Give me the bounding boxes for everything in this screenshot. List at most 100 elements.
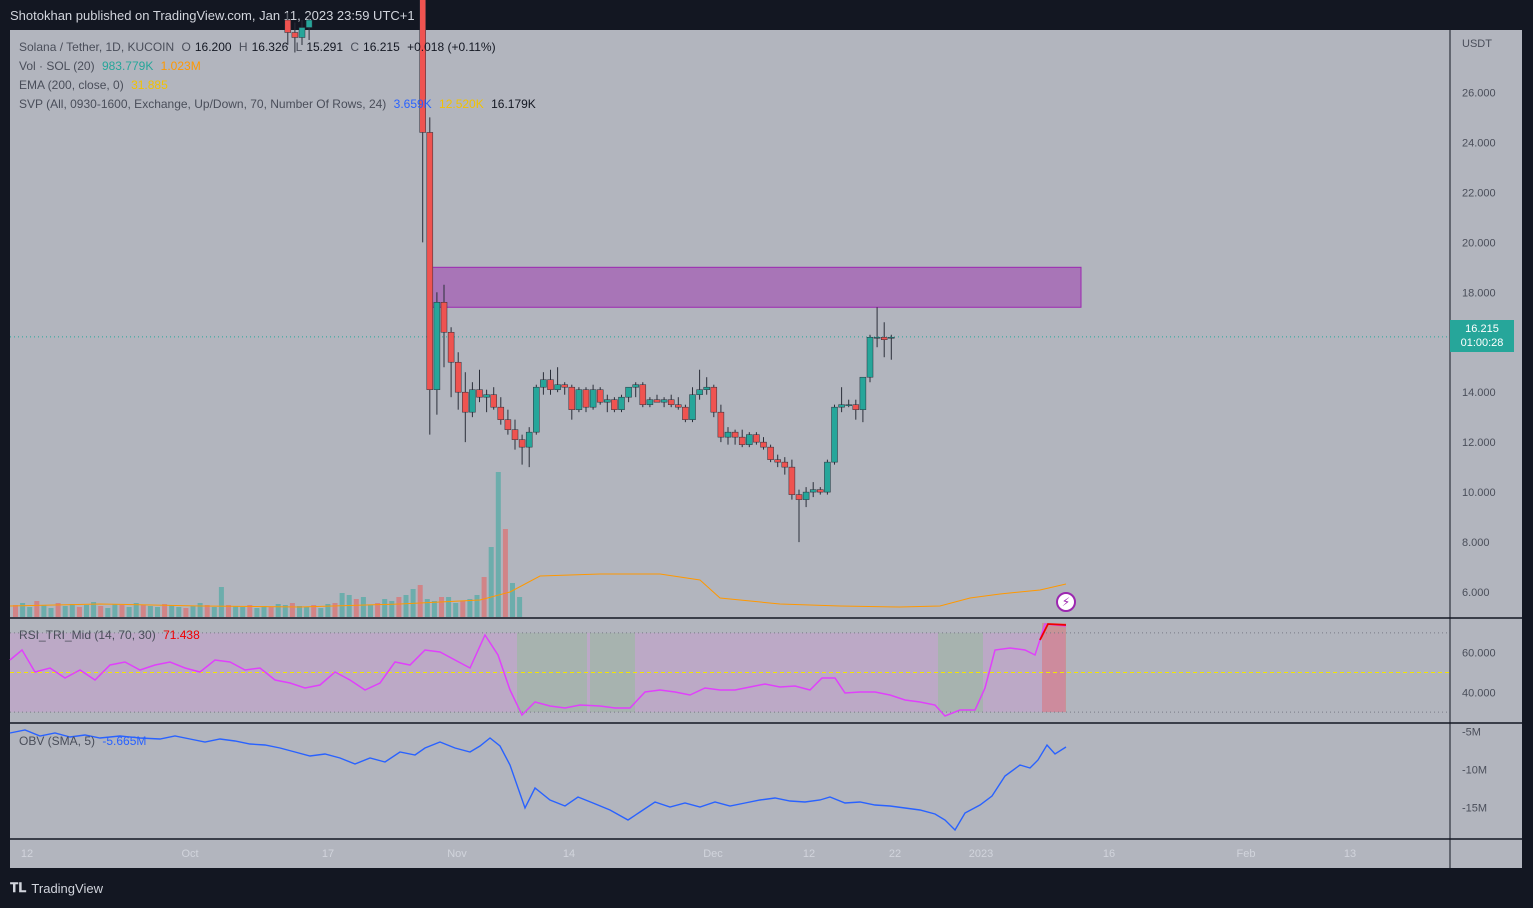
volume-bar xyxy=(240,607,246,617)
volume-bar xyxy=(261,606,267,617)
candle-body xyxy=(667,399,675,405)
chart-area[interactable] xyxy=(10,30,1522,868)
legend-svp-total: 16.179K xyxy=(491,97,536,111)
candle-body xyxy=(639,384,647,405)
volume-bar xyxy=(84,605,89,617)
candle-body xyxy=(589,389,597,408)
volume-bar xyxy=(247,605,253,617)
legend-symbol[interactable]: Solana / Tether, 1D, KUCOIN xyxy=(19,40,175,54)
obv-tick-label: -15M xyxy=(1462,803,1487,815)
time-tick-label: 22 xyxy=(889,848,901,860)
candle-body xyxy=(774,459,781,463)
volume-bar xyxy=(382,599,388,617)
time-tick-label: Oct xyxy=(181,848,198,860)
volume-bar xyxy=(204,605,210,617)
volume-bar xyxy=(311,605,317,617)
candle-body xyxy=(454,361,462,393)
candle-body xyxy=(504,419,512,430)
candle-body xyxy=(582,389,590,408)
volume-bar xyxy=(140,605,146,617)
price-tick-label: 18.000 xyxy=(1462,287,1496,299)
candle-body xyxy=(831,406,838,463)
price-axis-currency: USDT xyxy=(1462,38,1492,50)
volume-bar xyxy=(453,603,459,617)
candle-body xyxy=(618,396,625,410)
volume-bar xyxy=(318,608,324,617)
volume-bar xyxy=(467,599,473,617)
volume-bar xyxy=(62,606,68,617)
time-tick-label: 14 xyxy=(563,848,575,860)
volume-bar xyxy=(368,605,373,617)
volume-bar xyxy=(488,547,494,617)
legend-obv-label[interactable]: OBV (SMA, 5) xyxy=(19,734,96,748)
legend-svp-label[interactable]: SVP (All, 0930-1600, Exchange, Up/Down, … xyxy=(19,97,387,111)
candle-body xyxy=(291,32,299,38)
volume-bar xyxy=(403,595,409,617)
candle-body xyxy=(724,431,732,438)
candle-body xyxy=(767,446,774,460)
volume-bar xyxy=(396,597,402,617)
legend-obv: OBV (SMA, 5) -5.665M xyxy=(19,734,150,748)
candle-body xyxy=(859,376,867,410)
rsi-overbought-line xyxy=(1039,623,1067,641)
rsi-overbought-zone xyxy=(1042,622,1066,713)
lightning-icon[interactable]: ⚡ xyxy=(1056,592,1076,612)
volume-bar xyxy=(69,604,75,617)
volume-bar xyxy=(126,607,132,617)
volume-bar xyxy=(325,604,331,617)
candle-body xyxy=(632,384,639,388)
candle-body xyxy=(547,379,554,390)
candle-body xyxy=(525,431,533,448)
time-tick-label: 12 xyxy=(21,848,33,860)
volume-bar xyxy=(147,606,153,617)
candle-body xyxy=(646,399,654,405)
time-tick-label: 2023 xyxy=(969,848,993,860)
candle-body xyxy=(447,331,455,363)
candle-body xyxy=(802,491,810,500)
legend-c-value: 16.215 xyxy=(363,40,400,54)
candle-body xyxy=(880,336,888,340)
candle-body xyxy=(511,429,519,440)
volume-bar xyxy=(162,604,168,617)
publisher-line: Shotokhan published on TradingView.com, … xyxy=(10,8,415,23)
candle-body xyxy=(682,406,689,420)
time-tick-label: 12 xyxy=(803,848,815,860)
legend-l-label: L xyxy=(295,40,303,54)
bar-countdown: 01:00:28 xyxy=(1460,337,1504,349)
legend-ema-label[interactable]: EMA (200, close, 0) xyxy=(19,78,124,92)
candle-body xyxy=(540,379,547,388)
legend-volume: Vol · SOL (20) 983.779K 1.023M xyxy=(19,59,205,73)
volume-bar xyxy=(375,603,381,617)
time-tick-label: Feb xyxy=(1237,848,1256,860)
volume-bar xyxy=(119,605,125,617)
footer-brand[interactable]: TradingView xyxy=(31,880,103,896)
volume-bar xyxy=(424,599,430,617)
legend-ema: EMA (200, close, 0) 31.885 xyxy=(19,78,172,92)
volume-bar xyxy=(155,607,160,617)
candle-body xyxy=(703,386,710,390)
price-tick-label: 24.000 xyxy=(1462,137,1496,149)
price-tick-label: 12.000 xyxy=(1462,437,1496,449)
legend-svp: SVP (All, 0930-1600, Exchange, Up/Down, … xyxy=(19,97,540,111)
candle-body xyxy=(604,399,611,403)
price-tick-label: 26.000 xyxy=(1462,87,1496,99)
candle-body xyxy=(490,394,497,408)
legend-svp-down: 12.520K xyxy=(439,97,484,111)
tradingview-logo-icon[interactable]: 𝐓𝐋 xyxy=(10,880,27,895)
candle-body xyxy=(717,411,725,438)
candle-body xyxy=(795,494,803,500)
candle-body xyxy=(440,302,448,333)
time-tick-label: Nov xyxy=(447,848,467,860)
legend-rsi-label[interactable]: RSI_TRI_Mid (14, 70, 30) xyxy=(19,628,156,642)
volume-bar xyxy=(339,593,345,617)
candle-body xyxy=(469,389,476,413)
time-tick-label: 16 xyxy=(1103,848,1115,860)
time-tick-label: Dec xyxy=(703,848,723,860)
legend-vol-label[interactable]: Vol · SOL (20) xyxy=(19,59,95,73)
candle-body xyxy=(888,336,895,339)
candle-body xyxy=(746,434,753,445)
candle-body xyxy=(483,394,490,398)
candle-body xyxy=(596,389,604,403)
volume-bar xyxy=(48,608,54,617)
